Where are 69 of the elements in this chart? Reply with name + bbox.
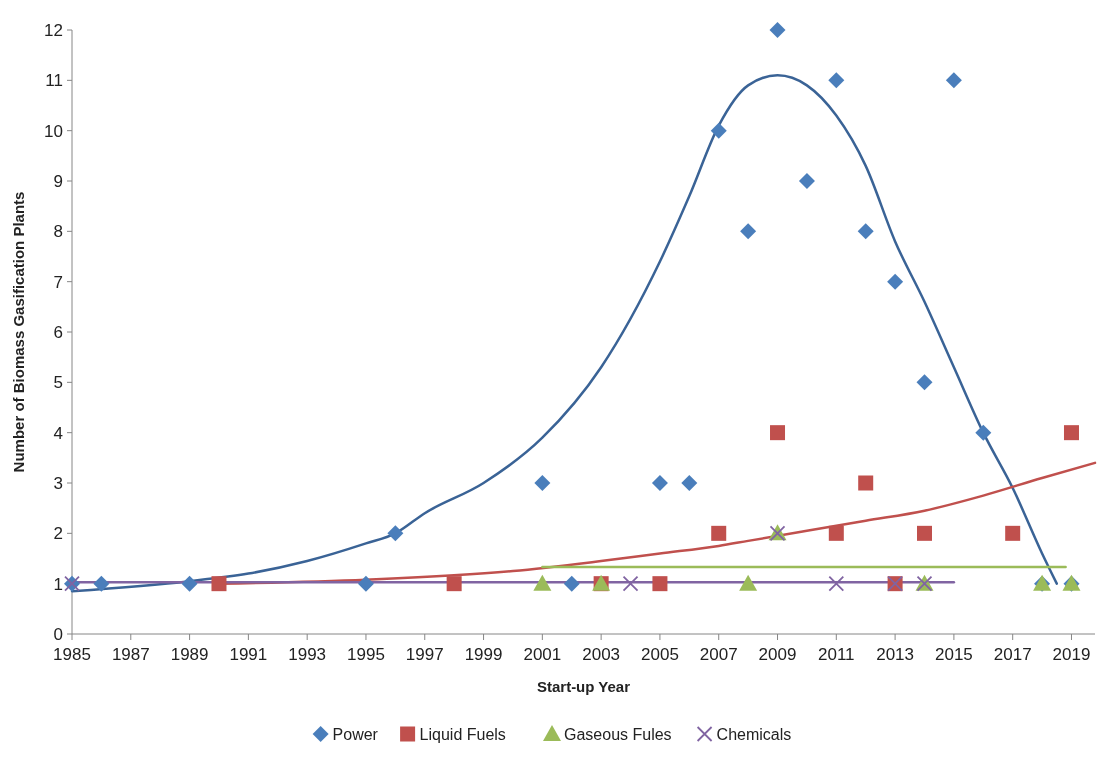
point	[622, 575, 639, 592]
x-tick-label: 1997	[405, 645, 444, 664]
point	[798, 173, 815, 189]
x-tick-label: 1995	[347, 645, 385, 664]
y-tick-label: 12	[44, 20, 63, 40]
x-tick-label: 1985	[53, 645, 91, 664]
point	[387, 525, 404, 542]
y-tick-label: 8	[53, 222, 63, 242]
point	[563, 575, 580, 592]
point	[887, 273, 904, 290]
legend-label: Chemicals	[716, 725, 792, 743]
x-tick-label: 1993	[288, 645, 327, 664]
x-tick-label: 2013	[876, 645, 915, 664]
point	[770, 425, 786, 441]
x-tick-label: 2011	[818, 645, 855, 664]
x-tick-label: 2009	[758, 645, 797, 664]
point	[533, 574, 552, 591]
point	[945, 72, 962, 89]
point	[711, 525, 727, 541]
y-tick-label: 4	[53, 423, 63, 443]
y-tick-label: 9	[53, 171, 63, 191]
x-tick-label: 2005	[641, 645, 679, 664]
point	[828, 575, 845, 592]
point	[1063, 425, 1079, 441]
x-tick-label: 2003	[582, 645, 621, 664]
y-tick-label: 0	[53, 624, 63, 644]
point	[211, 576, 227, 592]
x-tick-label: 2001	[523, 645, 562, 664]
point	[681, 475, 698, 491]
x-tick-label: 1989	[170, 645, 209, 664]
point	[652, 576, 668, 592]
point	[828, 72, 845, 89]
y-tick-label: 3	[53, 473, 63, 493]
point	[534, 475, 551, 491]
x-tick-label: 2015	[934, 645, 973, 664]
y-tick-label: 6	[53, 322, 63, 342]
y-tick-label: 7	[53, 272, 63, 292]
x-tick-label: 2017	[993, 645, 1032, 664]
x-axis-title: Start-up Year	[536, 678, 631, 695]
point	[1005, 525, 1021, 541]
point	[710, 122, 727, 139]
y-tick-label: 5	[53, 373, 63, 393]
y-tick-label: 11	[45, 71, 63, 91]
point	[917, 525, 932, 541]
y-tick-label: 10	[44, 121, 63, 141]
legend-label: Liquid Fuels	[419, 725, 506, 743]
x-tick-label: 1991	[229, 645, 268, 664]
point	[651, 475, 668, 491]
point	[446, 576, 462, 592]
y-axis-title: Number of Biomass Gasification Plants	[10, 191, 27, 473]
y-tick-label: 1	[53, 574, 63, 594]
y-tick-label: 2	[53, 524, 63, 544]
x-tick-label: 2007	[699, 645, 738, 664]
point	[828, 525, 844, 541]
point	[857, 223, 874, 240]
x-tick-label: 1999	[464, 645, 503, 664]
point	[916, 374, 933, 391]
point	[181, 575, 198, 592]
point	[975, 424, 992, 441]
point	[93, 575, 110, 592]
point	[769, 22, 786, 38]
legend-label: Gaseous Fules	[564, 725, 672, 743]
point	[740, 223, 757, 240]
point	[858, 475, 874, 491]
point	[357, 575, 374, 592]
point	[739, 574, 758, 591]
x-tick-label: 2019	[1052, 645, 1091, 664]
x-tick-label: 1987	[111, 645, 150, 664]
legend-label: Power	[332, 725, 379, 743]
